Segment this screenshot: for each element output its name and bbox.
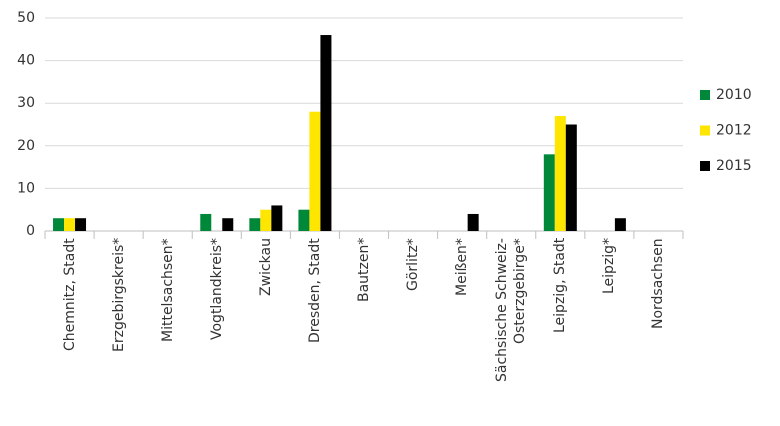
bar bbox=[53, 218, 65, 231]
legend-swatch bbox=[700, 90, 710, 100]
y-tick-label: 30 bbox=[17, 95, 35, 111]
x-tick-label: Sächsische Schweiz-Osterzgebirge* bbox=[494, 238, 529, 382]
x-tick-label: Leipzig* bbox=[601, 238, 618, 295]
bar bbox=[75, 218, 87, 231]
bar bbox=[309, 111, 321, 231]
bar bbox=[467, 213, 479, 231]
x-tick-label: Zwickau bbox=[257, 238, 274, 296]
x-tick-label: Erzgebirgskreis* bbox=[110, 238, 127, 353]
bar bbox=[543, 154, 555, 231]
bar bbox=[298, 209, 310, 231]
bar bbox=[64, 218, 76, 231]
bar bbox=[249, 218, 261, 231]
bar bbox=[222, 218, 234, 231]
x-tick-label: Bautzen* bbox=[356, 238, 372, 303]
x-tick-label: Meißen* bbox=[454, 238, 471, 296]
legend-swatch bbox=[700, 161, 710, 171]
x-tick-label: Vogtlandkreis* bbox=[208, 238, 225, 341]
y-tick-label: 40 bbox=[17, 53, 35, 69]
legend-label: 2010 bbox=[716, 87, 752, 103]
bar bbox=[565, 124, 577, 231]
legend-swatch bbox=[700, 125, 710, 136]
y-tick-label: 10 bbox=[17, 180, 35, 196]
legend-label: 2012 bbox=[716, 123, 752, 139]
x-tick-label: Görlitz* bbox=[405, 238, 422, 291]
bar bbox=[614, 218, 626, 231]
bar bbox=[200, 213, 212, 231]
y-tick-label: 20 bbox=[17, 138, 35, 154]
x-tick-label: Mittelsachsen* bbox=[159, 238, 176, 342]
bar bbox=[260, 209, 272, 231]
legend-label: 2015 bbox=[716, 158, 752, 174]
x-tick-label: Dresden, Stadt bbox=[306, 238, 323, 343]
x-tick-label: Chemnitz, Stadt bbox=[61, 238, 78, 351]
x-tick-label: Nordsachsen bbox=[650, 238, 667, 329]
bar bbox=[320, 35, 332, 231]
y-tick-label: 50 bbox=[17, 10, 35, 26]
x-tick-label: Leipzig, Stadt bbox=[552, 238, 569, 334]
bar bbox=[271, 205, 283, 231]
bar bbox=[554, 115, 566, 231]
y-tick-label: 0 bbox=[26, 223, 35, 239]
